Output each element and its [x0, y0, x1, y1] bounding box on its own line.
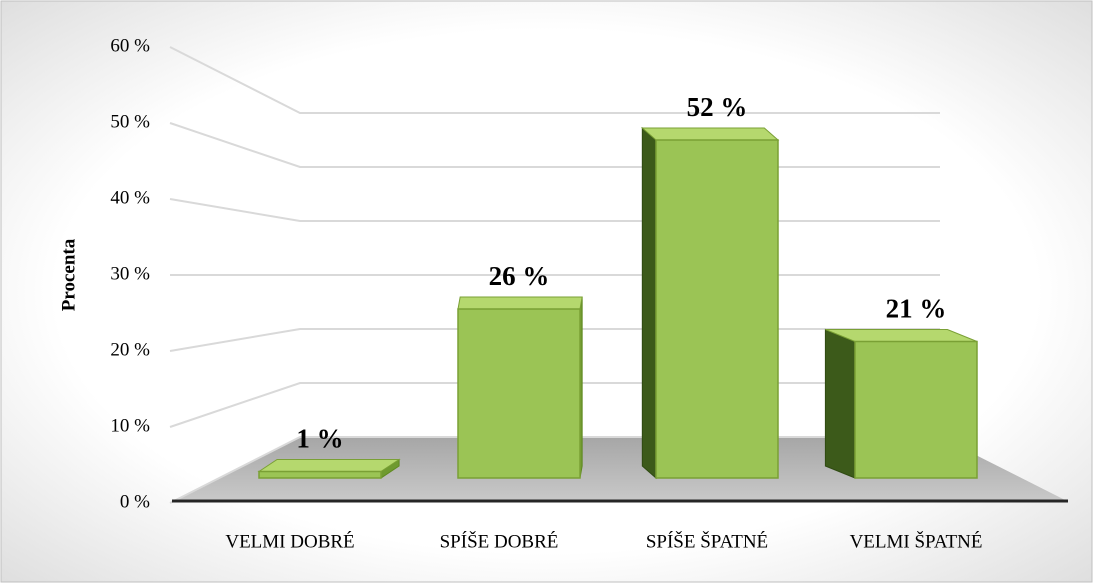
- bar: [457, 308, 581, 479]
- bar-top: [640, 127, 780, 141]
- value-label: 52 %: [687, 92, 748, 122]
- y-tick-label: 30 %: [110, 263, 150, 284]
- bar-side: [641, 126, 657, 480]
- y-tick-label: 50 %: [110, 111, 150, 132]
- y-tick-label: 20 %: [110, 339, 150, 360]
- bar-side: [824, 328, 856, 479]
- value-label: 21 %: [886, 294, 947, 324]
- y-tick-label: 60 %: [110, 35, 150, 56]
- bar: [258, 470, 382, 479]
- y-tick-label: 10 %: [110, 415, 150, 436]
- x-tick-label: VELMI DOBRÉ: [225, 530, 354, 552]
- bar: [655, 139, 779, 479]
- x-tick-label: SPÍŠE ŠPATNÉ: [646, 530, 768, 552]
- y-axis-title: Procenta: [58, 238, 79, 311]
- value-label: 26 %: [489, 261, 550, 291]
- y-tick-label: 40 %: [110, 187, 150, 208]
- x-tick-label: SPÍŠE DOBRÉ: [440, 530, 559, 552]
- value-label: 1 %: [296, 424, 343, 454]
- bar: [854, 340, 978, 479]
- grid-line: [169, 46, 940, 114]
- bar-top: [257, 459, 401, 472]
- x-tick-label: VELMI ŠPATNÉ: [850, 530, 983, 552]
- bar-top: [457, 296, 583, 310]
- y-tick-label: 0 %: [120, 491, 150, 512]
